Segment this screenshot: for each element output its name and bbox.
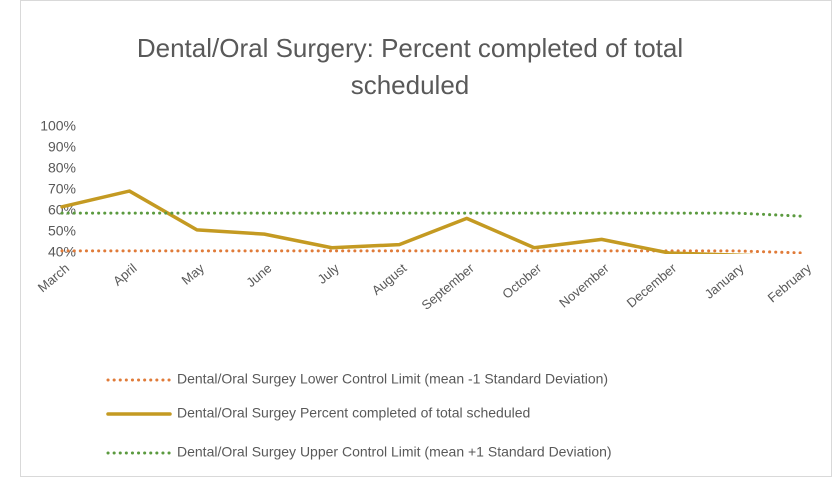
x-tick-label: April: [110, 260, 140, 288]
x-tick-label: February: [765, 260, 815, 305]
y-tick-label: 50%: [48, 223, 76, 239]
series-line: [60, 211, 806, 218]
x-tick-label: March: [35, 260, 72, 295]
x-tick-label: July: [315, 260, 343, 287]
x-tick-label: May: [179, 260, 208, 288]
x-tick-label: August: [369, 260, 410, 298]
plot-area: [60, 189, 806, 254]
y-tick-label: 100%: [40, 118, 76, 134]
legend-label: Dental/Oral Surgey Lower Control Limit (…: [177, 371, 608, 387]
y-tick-label: 70%: [48, 181, 76, 197]
y-tick-label: 90%: [48, 139, 76, 155]
x-tick-label: June: [243, 260, 274, 290]
y-tick-label: 80%: [48, 160, 76, 176]
x-tick-label: January: [702, 260, 747, 302]
chart-title: Dental/Oral Surgery: Percent completed o…: [136, 33, 684, 100]
x-tick-label: October: [499, 260, 545, 302]
legend-label: Dental/Oral Surgey Percent completed of …: [177, 405, 530, 421]
series-line: [60, 249, 806, 254]
chart-border: [20, 0, 832, 477]
x-tick-label: December: [624, 260, 680, 310]
series-line: [60, 189, 758, 254]
x-tick-label: September: [419, 260, 478, 313]
x-tick-label: November: [556, 260, 612, 310]
legend-label: Dental/Oral Surgey Upper Control Limit (…: [177, 444, 612, 460]
